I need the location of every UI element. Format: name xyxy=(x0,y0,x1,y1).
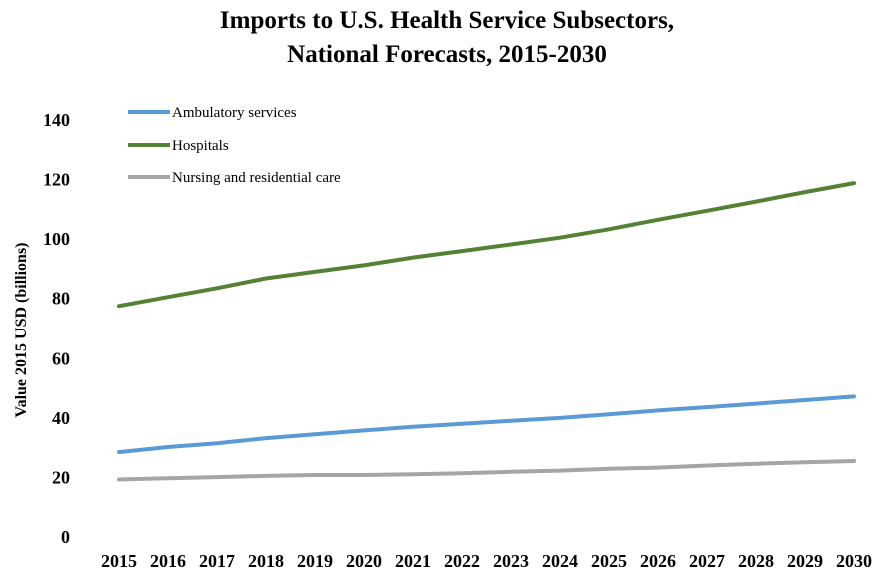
x-tick-label: 2017 xyxy=(199,551,235,571)
y-tick-label: 140 xyxy=(43,110,70,130)
x-tick-label: 2027 xyxy=(689,551,725,571)
chart-title: Imports to U.S. Health Service Subsector… xyxy=(220,7,674,34)
x-tick-label: 2025 xyxy=(591,551,627,571)
y-tick-label: 40 xyxy=(52,408,70,428)
y-tick-label: 0 xyxy=(61,527,70,547)
y-tick-label: 20 xyxy=(52,467,70,487)
legend: Ambulatory services Hospitals Nursing and … xyxy=(128,105,341,186)
x-tick-label: 2018 xyxy=(248,551,284,571)
y-tick-label: 80 xyxy=(52,289,70,309)
x-tick-label: 2030 xyxy=(836,551,872,571)
x-tick-label: 2019 xyxy=(297,551,333,571)
y-axis-label: Value 2015 USD (billions) xyxy=(13,243,30,418)
x-tick-label: 2024 xyxy=(542,551,578,571)
x-tick-label: 2029 xyxy=(787,551,823,571)
x-tick-label: 2016 xyxy=(150,551,186,571)
x-tick-label: 2022 xyxy=(444,551,480,571)
series-lines xyxy=(117,181,856,482)
series-line-2 xyxy=(117,181,856,309)
x-tick-label: 2028 xyxy=(738,551,774,571)
series-line-3 xyxy=(117,459,856,482)
series-line-1 xyxy=(117,394,856,455)
legend-label: Ambulatory services xyxy=(172,105,297,121)
x-axis-ticks: 2015 2016 2017 2018 2019 2020 2021 2022 2023 2024… xyxy=(101,551,872,571)
legend-label: Hospitals xyxy=(172,138,229,154)
x-tick-label: 2015 xyxy=(101,551,137,571)
x-tick-label: 2026 xyxy=(640,551,676,571)
x-tick-label: 2021 xyxy=(395,551,431,571)
chart-subtitle: National Forecasts, 2015-2030 xyxy=(287,41,607,68)
y-tick-label: 100 xyxy=(43,229,70,249)
y-axis-ticks: 0 20 40 60 80 100 120 140 xyxy=(43,110,70,547)
y-tick-label: 120 xyxy=(43,170,70,190)
x-tick-label: 2023 xyxy=(493,551,529,571)
y-tick-label: 60 xyxy=(52,348,70,368)
legend-label: Nursing and residential care xyxy=(172,170,341,186)
x-tick-label: 2020 xyxy=(346,551,382,571)
